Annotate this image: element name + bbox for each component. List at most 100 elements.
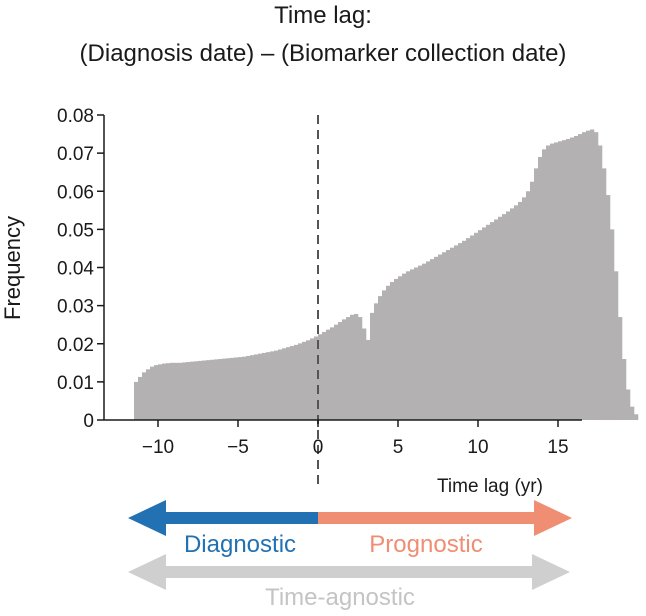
histogram-bar bbox=[354, 314, 359, 420]
histogram-bar bbox=[574, 135, 579, 420]
diagnostic-prognostic-arrow bbox=[128, 500, 572, 536]
x-tick-label: −5 bbox=[227, 437, 249, 458]
time-agnostic-arrow-shaft bbox=[152, 566, 542, 578]
histogram-bar bbox=[382, 290, 387, 421]
histogram-bar bbox=[418, 265, 423, 420]
histogram-bar bbox=[178, 362, 183, 420]
histogram-bar bbox=[474, 232, 479, 420]
histogram-bar bbox=[370, 312, 375, 420]
histogram-bar bbox=[462, 240, 467, 420]
histogram-bar bbox=[238, 357, 243, 420]
x-tick-label: 5 bbox=[393, 437, 404, 458]
y-tick-label: 0.04 bbox=[57, 259, 94, 280]
histogram-bar bbox=[206, 360, 211, 420]
histogram-bar bbox=[166, 363, 171, 420]
time-agnostic-label: Time-agnostic bbox=[265, 584, 415, 611]
histogram-bar bbox=[438, 254, 443, 420]
histogram-bar bbox=[246, 355, 251, 420]
histogram-bar bbox=[554, 142, 559, 420]
histogram-bar bbox=[194, 361, 199, 420]
histogram-bar bbox=[442, 252, 447, 420]
histogram-bar bbox=[278, 349, 283, 420]
histogram-bar bbox=[366, 339, 371, 420]
y-tick-label: 0.06 bbox=[57, 182, 94, 203]
histogram-bar bbox=[250, 355, 255, 420]
histogram-bar bbox=[562, 140, 567, 420]
x-tick-label: 10 bbox=[467, 437, 488, 458]
histogram-bar bbox=[202, 360, 207, 420]
histogram-bar bbox=[406, 271, 411, 420]
histogram-bar bbox=[398, 276, 403, 420]
histogram-bar bbox=[634, 414, 639, 420]
y-tick-label: 0.05 bbox=[57, 220, 94, 241]
histogram-bar bbox=[150, 366, 155, 421]
histogram-bars bbox=[134, 129, 639, 421]
histogram-bar bbox=[378, 296, 383, 420]
histogram-bar bbox=[394, 278, 399, 420]
histogram-bar bbox=[282, 348, 287, 420]
histogram-bar bbox=[346, 317, 351, 420]
histogram-bar bbox=[602, 168, 607, 421]
y-axis-label: Frequency bbox=[0, 216, 25, 320]
histogram-bar bbox=[402, 273, 407, 420]
histogram-bar bbox=[170, 362, 175, 420]
histogram-bar bbox=[334, 324, 339, 420]
diagnostic-label: Diagnostic bbox=[184, 531, 296, 558]
histogram-bar bbox=[514, 205, 519, 420]
histogram-bar bbox=[594, 132, 599, 420]
histogram-bar bbox=[618, 317, 623, 420]
histogram-bar bbox=[374, 303, 379, 420]
histogram-bar bbox=[610, 229, 615, 421]
histogram-bar bbox=[626, 389, 631, 420]
histogram-bar bbox=[502, 214, 507, 421]
diagnostic-arrow-head bbox=[128, 500, 166, 536]
histogram-bar bbox=[630, 406, 635, 420]
histogram-bar bbox=[174, 362, 179, 420]
x-axis-label: Time lag (yr) bbox=[437, 476, 543, 497]
histogram-bar bbox=[330, 327, 335, 420]
histogram-bar bbox=[350, 314, 355, 420]
histogram-bar bbox=[482, 227, 487, 420]
histogram-bar bbox=[298, 343, 303, 420]
y-tick-label: 0 bbox=[83, 411, 94, 432]
histogram-bar bbox=[466, 238, 471, 420]
y-tick-label: 0.02 bbox=[57, 335, 94, 356]
histogram-bar bbox=[342, 319, 347, 420]
histogram-bar bbox=[214, 359, 219, 420]
x-tick-label: 0 bbox=[313, 437, 324, 458]
histogram-bar bbox=[142, 372, 147, 420]
histogram-bar bbox=[542, 149, 547, 420]
chart-title-line2: (Diagnosis date) – (Biomarker collection… bbox=[79, 40, 567, 67]
histogram-bar bbox=[494, 219, 499, 420]
chart-title-line1: Time lag: bbox=[274, 2, 372, 29]
x-tick-label: 15 bbox=[547, 437, 568, 458]
time-agnostic-arrow-head-left bbox=[128, 554, 166, 590]
histogram-bar bbox=[146, 369, 151, 420]
histogram-bar bbox=[338, 322, 343, 420]
histogram-bar bbox=[234, 357, 239, 420]
histogram-bar bbox=[450, 247, 455, 420]
y-axis: 0 0.01 0.02 0.03 0.04 0.05 0.06 0.07 0.08 bbox=[57, 106, 105, 432]
histogram-bar bbox=[506, 211, 511, 420]
histogram-bar bbox=[266, 352, 271, 420]
histogram-bar bbox=[162, 363, 167, 420]
histogram-bar bbox=[470, 235, 475, 420]
histogram-bar bbox=[582, 132, 587, 420]
histogram-bar bbox=[302, 341, 307, 420]
histogram-bar bbox=[326, 329, 331, 420]
histogram-bar bbox=[590, 129, 595, 421]
histogram-bar bbox=[586, 130, 591, 420]
histogram-bar bbox=[458, 243, 463, 420]
y-tick-label: 0.01 bbox=[57, 373, 94, 394]
histogram-bar bbox=[566, 139, 571, 420]
histogram-bar bbox=[510, 208, 515, 420]
y-tick-label: 0.03 bbox=[57, 297, 94, 318]
histogram-bar bbox=[226, 358, 231, 420]
histogram-bar bbox=[522, 197, 527, 420]
histogram-bar bbox=[222, 358, 227, 420]
histogram-bar bbox=[446, 249, 451, 420]
histogram-bar bbox=[190, 361, 195, 420]
histogram-bar bbox=[598, 145, 603, 420]
x-axis: −10 −5 0 5 10 15 bbox=[104, 419, 582, 458]
